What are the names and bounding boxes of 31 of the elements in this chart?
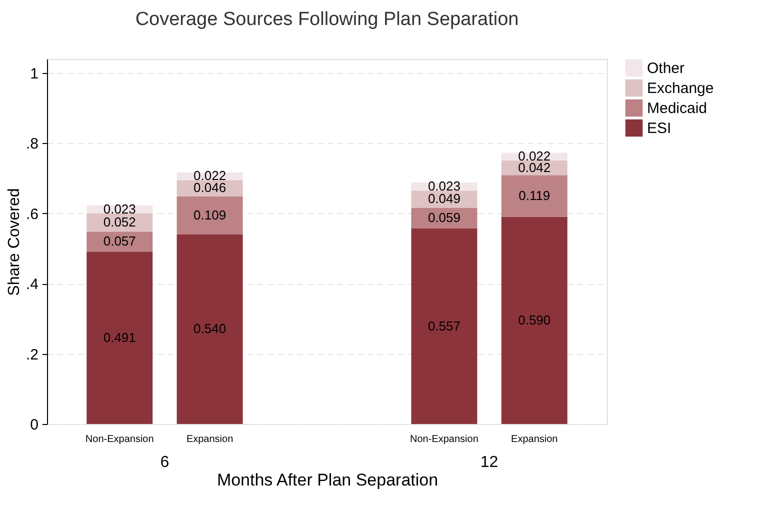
text: 6 — [160, 454, 170, 471]
data-label: 0.049 — [428, 191, 460, 206]
x-tick-label: Non-Expansion — [85, 434, 154, 445]
data-label: 0.540 — [194, 321, 226, 336]
x-tick-label: Non-Expansion — [410, 434, 478, 445]
legend-label: Medicaid — [647, 100, 708, 117]
y-axis-title: Share Covered — [6, 188, 23, 296]
data-label: 0.557 — [428, 318, 460, 334]
x-axis-title: Months After Plan Separation — [216, 470, 438, 490]
chart-title: Coverage Sources Following Plan Separation — [135, 9, 519, 30]
legend-label: ESI — [647, 120, 672, 137]
y-tick-label: 1 — [30, 66, 38, 83]
text: 12 — [480, 454, 498, 471]
data-label: 0.590 — [518, 312, 551, 328]
y-tick-label: .2 — [26, 346, 38, 364]
y-tick-label: .4 — [26, 276, 38, 294]
data-label: 0.109 — [194, 207, 226, 222]
legend-label: Other — [647, 60, 685, 77]
x-tick-label: Expansion — [186, 434, 234, 445]
legend-label: Exchange — [647, 80, 714, 97]
x-tick-label: Expansion — [511, 434, 558, 445]
y-tick-label: .6 — [26, 206, 38, 223]
y-tick-label: 0 — [30, 416, 38, 434]
data-label: 0.119 — [518, 188, 550, 204]
data-label: 0.491 — [103, 330, 136, 345]
y-tick-label: .8 — [26, 136, 38, 153]
data-label: 0.052 — [103, 214, 136, 230]
data-label: 0.059 — [428, 210, 460, 226]
data-label: 0.023 — [428, 178, 460, 194]
data-label: 0.057 — [103, 234, 136, 249]
data-label: 0.023 — [103, 201, 136, 216]
